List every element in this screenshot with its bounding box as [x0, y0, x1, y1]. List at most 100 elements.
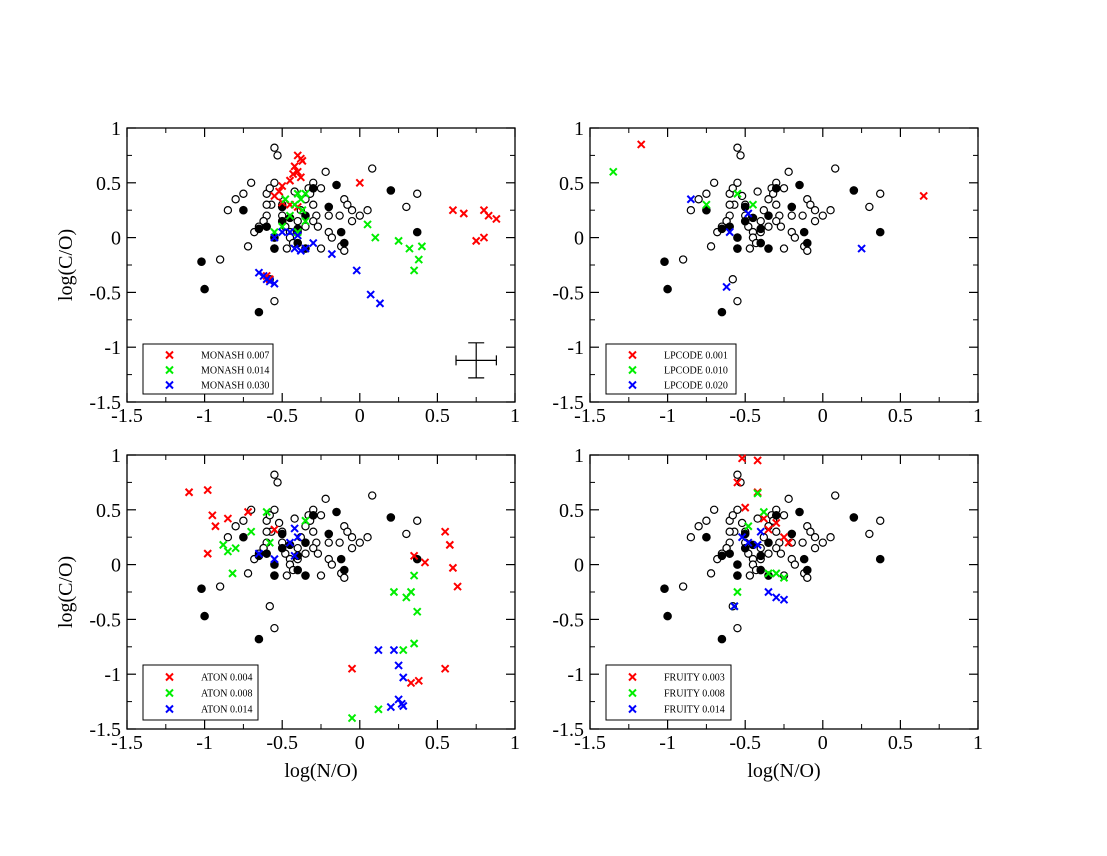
model-x-marker	[290, 524, 299, 533]
observed-open-point	[402, 202, 411, 212]
x-tick-label: 1	[973, 732, 983, 754]
legend-marker	[628, 380, 637, 390]
y-tick-label: -1.5	[89, 392, 121, 414]
observed-open-point	[413, 516, 422, 525]
model-x-marker	[409, 551, 419, 561]
observed-open-point	[772, 216, 781, 226]
observed-open-point	[806, 527, 815, 536]
observed-open-point	[818, 211, 827, 220]
observed-open-point	[355, 211, 364, 220]
observed-open-point	[363, 532, 372, 542]
model-x-marker	[355, 178, 365, 188]
model-x-marker	[243, 507, 253, 517]
observed-open-point	[728, 511, 737, 520]
x-tick-label: 0.5	[425, 405, 450, 427]
observed-open-point	[776, 549, 786, 558]
model-x-marker	[277, 227, 287, 237]
y-tick-label: -0.5	[552, 282, 584, 304]
model-x-marker	[753, 456, 762, 465]
model-x-marker	[375, 299, 385, 308]
y-axis-title-top: log(C/O)	[55, 229, 77, 301]
model-x-marker	[347, 713, 357, 723]
ticks: -1.5 -1 -0.5 0 0.5 1 -1.5 -1 -0.5 0 0.5 1	[552, 445, 983, 754]
x-tick-label: 0.5	[425, 732, 450, 754]
model-x-marker	[448, 563, 458, 573]
model-x-marker	[363, 220, 372, 229]
observed-open-point	[282, 571, 292, 580]
legend-marker	[165, 672, 174, 682]
observed-open-point	[262, 200, 271, 209]
observed-filled-point	[336, 554, 346, 564]
legend-entry: ATON 0.014	[165, 705, 252, 716]
observed-open-point	[324, 211, 333, 220]
model-x-marker	[277, 181, 287, 191]
observed-filled-point	[702, 532, 711, 542]
model-x-marker	[399, 701, 408, 711]
model-x-marker	[420, 558, 430, 567]
model-x-marker	[609, 167, 618, 177]
observed-open-point	[706, 569, 716, 578]
model-x-marker	[211, 522, 220, 531]
observed-open-point	[270, 623, 279, 633]
model-x-marker	[779, 595, 789, 604]
observed-open-point	[321, 494, 330, 504]
observed-open-point	[702, 189, 711, 198]
model-x-marker	[270, 191, 279, 201]
model-x-marker	[406, 678, 416, 688]
observed-filled-point	[799, 227, 809, 237]
legend-entry: ATON 0.004	[165, 672, 252, 684]
observed-open-point	[270, 296, 279, 306]
observed-open-point	[402, 529, 411, 539]
observed-filled-point	[332, 507, 341, 517]
legend-marker	[165, 380, 174, 390]
legend-entry: FRUITY 0.003	[628, 673, 725, 684]
model-x-marker	[394, 236, 403, 246]
legend-entry: FRUITY 0.014	[628, 705, 725, 716]
observed-open-point	[324, 538, 333, 547]
model-x-marker	[290, 551, 299, 561]
observed-open-point	[231, 195, 240, 204]
model-x-marker	[737, 532, 747, 542]
observed-open-point	[265, 602, 274, 611]
observed-open-point	[728, 275, 737, 284]
legend-entry: ATON 0.008	[165, 689, 252, 700]
model-x-marker	[285, 538, 295, 547]
observed-open-point	[764, 195, 773, 204]
x-tick-label: -1.5	[574, 732, 606, 754]
observed-filled-point	[254, 307, 264, 317]
observed-open-point	[273, 478, 282, 487]
observed-filled-point	[717, 634, 727, 644]
y-tick-label: -1.5	[552, 392, 584, 414]
model-x-marker	[301, 189, 310, 198]
observed-open-point	[702, 516, 711, 525]
observed-open-point	[309, 216, 318, 226]
model-x-marker	[394, 661, 403, 670]
data-marks	[660, 454, 885, 644]
legend: MONASH 0.007 MONASH 0.014 MONASH 0.030	[142, 343, 274, 395]
model-x-marker	[445, 540, 455, 550]
observed-open-point	[223, 205, 233, 215]
y-tick-label: -0.5	[89, 609, 121, 631]
observed-filled-point	[802, 238, 812, 248]
observed-filled-point	[764, 244, 773, 253]
legend-label: MONASH 0.007	[201, 351, 269, 362]
observed-filled-point	[270, 560, 279, 569]
observed-open-point	[368, 164, 377, 173]
observed-open-point	[694, 522, 703, 531]
x-tick-label: -1.5	[111, 405, 143, 427]
observed-open-point	[790, 560, 800, 569]
y-tick-label: -0.5	[89, 282, 121, 304]
observed-filled-point	[733, 571, 742, 580]
x-tick-label: 1	[510, 405, 520, 427]
observed-filled-point	[239, 532, 248, 542]
observed-filled-point	[802, 565, 812, 575]
model-x-marker	[270, 554, 279, 564]
model-x-marker	[492, 214, 501, 224]
observed-filled-point	[787, 202, 797, 212]
observed-open-point	[321, 167, 330, 177]
observed-filled-point	[660, 257, 669, 267]
model-x-marker	[281, 195, 290, 204]
observed-open-point	[270, 143, 279, 152]
y-tick-label: 0.5	[559, 500, 584, 522]
model-x-marker	[779, 573, 789, 582]
